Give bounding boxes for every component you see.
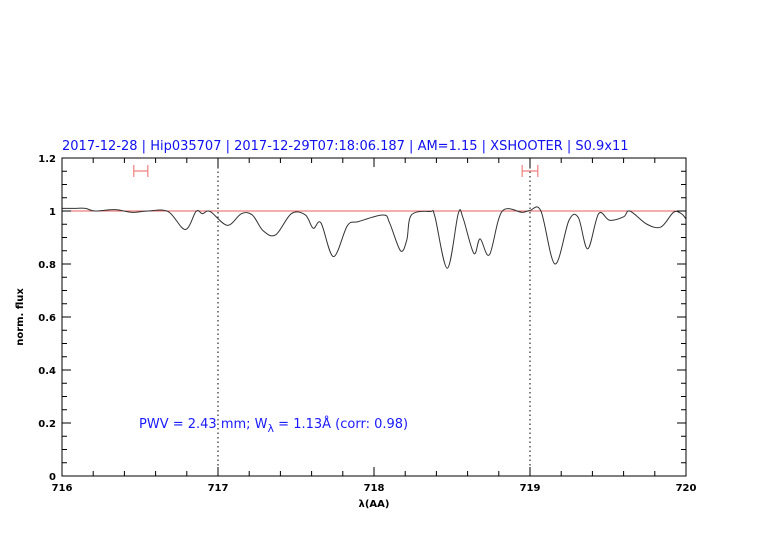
y-tick-label: 0.8 (38, 260, 56, 271)
y-tick-label: 0.4 (38, 366, 56, 377)
x-tick-label: 719 (520, 483, 541, 494)
x-axis-label: λ(AA) (359, 499, 390, 510)
y-tick-label: 0.6 (38, 313, 56, 324)
pwv-annotation: PWV = 2.43 mm; Wλ = 1.13Å (corr: 0.98) (139, 416, 408, 435)
fit-range-marker (521, 165, 539, 177)
y-tick-label: 1.2 (38, 154, 56, 165)
axes: 716 717 718 719 720 0 0.2 0.4 0.6 0.8 1 1.2 (38, 154, 696, 494)
x-tick-label: 718 (364, 483, 385, 494)
x-tick-label: 717 (208, 483, 229, 494)
chart-title: 2017-12-28 | Hip035707 | 2017-12-29T07:1… (62, 139, 629, 154)
x-tick-label: 720 (676, 483, 697, 494)
fit-range-marker (133, 165, 149, 177)
x-tick-label: 716 (52, 483, 73, 494)
y-axis-label: norm. flux (15, 288, 26, 346)
y-tick-label: 0.2 (38, 419, 56, 430)
y-tick-label: 0 (49, 472, 56, 483)
spectrum-line (62, 206, 687, 269)
y-tick-label: 1 (49, 207, 56, 218)
